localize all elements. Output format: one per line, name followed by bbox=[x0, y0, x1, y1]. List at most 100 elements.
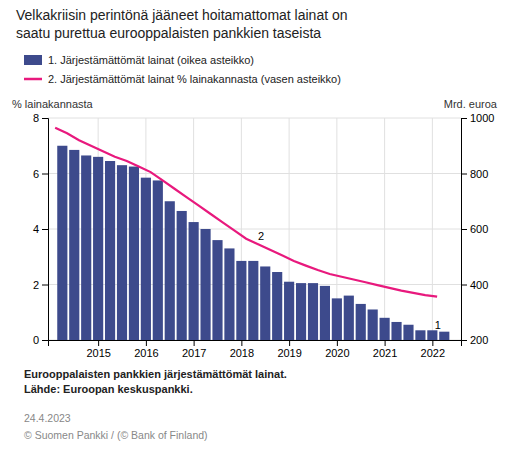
bar bbox=[81, 155, 91, 340]
legend-swatch bbox=[24, 78, 42, 81]
tick: 400 bbox=[461, 279, 488, 291]
bar bbox=[380, 318, 390, 340]
bar bbox=[391, 322, 401, 340]
x-axis: 2015 2016 2017 2018 2019 2020 2021 2022 bbox=[49, 340, 462, 359]
bar bbox=[248, 261, 258, 340]
axis-line bbox=[462, 119, 468, 341]
bar bbox=[439, 332, 449, 340]
axis-line bbox=[49, 341, 462, 347]
chart: Velkakriisin perintönä jääneet hoitamatt… bbox=[0, 0, 509, 476]
line bbox=[55, 128, 437, 297]
legend-swatch bbox=[24, 55, 42, 65]
tick-mark bbox=[98, 340, 99, 346]
tick: 2017 bbox=[182, 340, 206, 359]
y2-axis: 200 400 600 800 1000 bbox=[461, 112, 494, 346]
y-axis-title: % lainakannasta bbox=[12, 98, 94, 110]
tick-label: 2017 bbox=[182, 347, 206, 359]
tick-label: 1000 bbox=[470, 112, 494, 124]
tick-label: 400 bbox=[470, 279, 488, 291]
grid-line bbox=[432, 118, 433, 340]
tick-mark bbox=[194, 340, 195, 346]
bar bbox=[212, 240, 222, 340]
tick-mark bbox=[42, 285, 48, 286]
tick: 200 bbox=[461, 334, 488, 346]
legend-label: 1. Järjestämättömät lainat (oikea asteik… bbox=[48, 54, 254, 66]
tick-label: 2021 bbox=[373, 347, 397, 359]
tick-label: 2020 bbox=[325, 347, 349, 359]
bar bbox=[200, 229, 210, 340]
bar bbox=[189, 222, 199, 340]
grid-line bbox=[384, 118, 385, 340]
tick: 1000 bbox=[461, 112, 494, 124]
tick-mark bbox=[289, 340, 290, 346]
tick-mark bbox=[42, 174, 48, 175]
title-line: saatu purettua eurooppalaisten pankkien … bbox=[16, 25, 321, 41]
tick-label: 800 bbox=[470, 168, 488, 180]
tick-label: 200 bbox=[470, 334, 488, 346]
tick-mark bbox=[461, 118, 467, 119]
tick: 2018 bbox=[230, 340, 254, 359]
tick: 600 bbox=[461, 223, 488, 235]
bar bbox=[236, 261, 246, 340]
tick-label: 4 bbox=[33, 223, 39, 235]
tick-mark bbox=[146, 340, 147, 346]
bar bbox=[296, 283, 306, 340]
tick-label: 2022 bbox=[421, 347, 445, 359]
legend: 1. Järjestämättömät lainat (oikea asteik… bbox=[24, 54, 341, 85]
tick-label: 2015 bbox=[86, 347, 110, 359]
bar bbox=[272, 272, 282, 340]
tick-label: 600 bbox=[470, 223, 488, 235]
grid bbox=[48, 118, 461, 340]
bar bbox=[57, 146, 67, 340]
tick: 2016 bbox=[134, 340, 158, 359]
copyright: © Suomen Pankki / (© Bank of Finland) bbox=[24, 429, 208, 441]
tick-label: 0 bbox=[33, 334, 39, 346]
date: 24.4.2023 bbox=[24, 412, 71, 424]
title-line: Velkakriisin perintönä jääneet hoitamatt… bbox=[16, 7, 348, 23]
tick-mark bbox=[461, 340, 467, 341]
axis-line bbox=[42, 119, 49, 341]
legend-item: 2. Järjestämättömät lainat % lainakannas… bbox=[24, 73, 341, 85]
tick: 2020 bbox=[325, 340, 349, 359]
marks bbox=[55, 128, 449, 340]
tick-mark bbox=[385, 340, 386, 346]
tick-mark bbox=[461, 285, 467, 286]
y-axis: 0 2 4 6 8 bbox=[33, 112, 49, 346]
bar bbox=[415, 330, 425, 340]
tick: 2021 bbox=[373, 340, 397, 359]
footnote-line: Lähde: Euroopan keskuspankki. bbox=[24, 383, 193, 395]
bar bbox=[141, 178, 151, 340]
bar bbox=[308, 283, 318, 340]
bar bbox=[165, 201, 175, 340]
tick-label: 2018 bbox=[230, 347, 254, 359]
bar bbox=[69, 150, 79, 340]
legend-label: 2. Järjestämättömät lainat % lainakannas… bbox=[48, 73, 341, 85]
bar bbox=[356, 304, 366, 340]
tick-mark bbox=[337, 340, 338, 346]
tick: 8 bbox=[33, 112, 48, 124]
tick-label: 8 bbox=[33, 112, 39, 124]
tick: 800 bbox=[461, 168, 488, 180]
bar bbox=[260, 266, 270, 340]
grid-line bbox=[48, 118, 461, 119]
tick: 2 bbox=[33, 279, 48, 291]
y2-axis-title: Mrd. euroa bbox=[444, 98, 498, 110]
bar bbox=[153, 180, 163, 340]
tick-label: 6 bbox=[33, 168, 39, 180]
tick: 6 bbox=[33, 168, 48, 180]
annotation: 2 bbox=[258, 230, 264, 242]
tick-label: 2016 bbox=[134, 347, 158, 359]
bar bbox=[224, 248, 234, 340]
tick: 4 bbox=[33, 223, 48, 235]
bar bbox=[284, 282, 294, 340]
title: Velkakriisin perintönä jääneet hoitamatt… bbox=[16, 7, 348, 41]
tick: 2015 bbox=[86, 340, 110, 359]
bar bbox=[368, 309, 378, 340]
bar bbox=[320, 286, 330, 340]
footnote: Eurooppalaisten pankkien järjestämättömä… bbox=[24, 368, 287, 395]
tick-label: 2019 bbox=[277, 347, 301, 359]
bar bbox=[105, 161, 115, 340]
tick-mark bbox=[461, 229, 467, 230]
bar bbox=[427, 330, 437, 340]
bar bbox=[129, 167, 139, 340]
